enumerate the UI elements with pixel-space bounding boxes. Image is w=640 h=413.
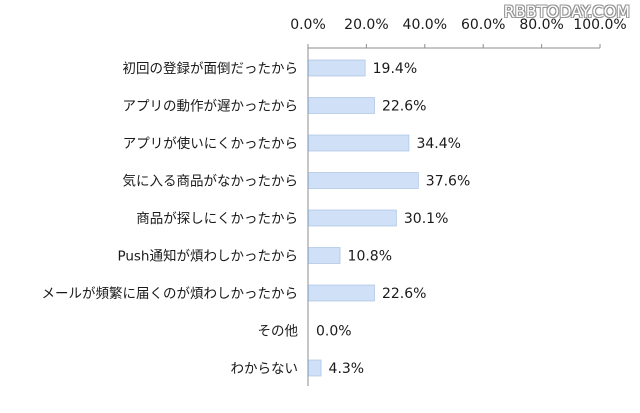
category-label: Push通知が煩わしかったから xyxy=(117,248,298,265)
x-tick-label: 80.0% xyxy=(519,17,563,33)
x-axis-ticks: 0.0% 20.0% 40.0% 60.0% 80.0% 100.0% xyxy=(290,17,626,33)
bar xyxy=(308,172,419,189)
category-label: アプリの動作が遅かったから xyxy=(123,99,299,115)
axes xyxy=(307,44,601,386)
bar xyxy=(308,209,397,227)
value-labels: 19.4% 22.6% 34.4% 37.6% 30.1% 10.8% 22.6% 0.0% 4… xyxy=(316,61,470,377)
bars xyxy=(308,59,419,377)
x-tick-label: 60.0% xyxy=(461,17,505,33)
data-label: 4.3% xyxy=(329,361,365,377)
data-label: 0.0% xyxy=(316,324,352,340)
data-label: 19.4% xyxy=(373,61,417,77)
x-tick-label: 0.0% xyxy=(290,17,326,33)
watermark-logo: RBBTODAY.COM xyxy=(503,2,630,21)
category-label: メールが頻繁に届くのが煩わしかったから xyxy=(42,286,299,302)
x-tick-label: 100.0% xyxy=(573,17,626,33)
data-label: 34.4% xyxy=(416,136,460,152)
bar xyxy=(308,59,366,77)
data-label: 37.6% xyxy=(426,174,470,190)
x-tick-label: 20.0% xyxy=(344,17,388,33)
bar xyxy=(308,134,410,152)
category-label: 初回の登録が面倒だったから xyxy=(123,60,299,77)
data-label: 30.1% xyxy=(404,211,448,227)
bar xyxy=(308,284,375,302)
category-label: わからない xyxy=(231,361,299,377)
data-label: 10.8% xyxy=(348,249,392,265)
category-label: 気に入る商品がなかったから xyxy=(123,174,299,190)
category-labels: 初回の登録が面倒だったからアプリの動作が遅かったからアプリが使いにくかったから気… xyxy=(42,60,299,377)
category-label: 商品が探しにくかったから xyxy=(136,211,298,227)
bar xyxy=(308,97,375,114)
bar xyxy=(308,359,322,377)
data-label: 22.6% xyxy=(382,286,426,302)
category-label: その他 xyxy=(258,324,299,340)
x-tick-label: 40.0% xyxy=(403,17,447,33)
category-label: アプリが使いにくかったから xyxy=(123,135,298,152)
data-label: 22.6% xyxy=(382,99,426,115)
bar xyxy=(308,247,341,264)
